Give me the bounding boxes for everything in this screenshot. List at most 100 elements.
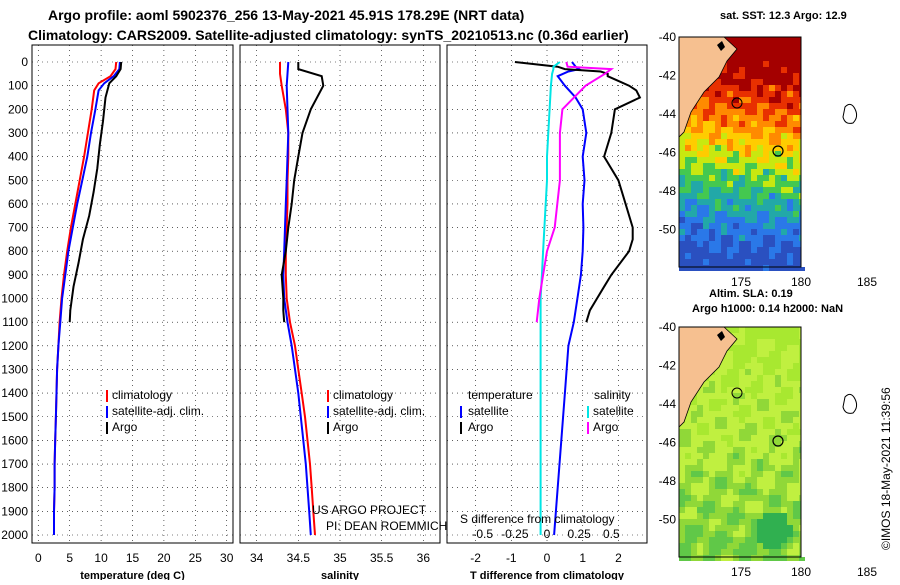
sst-map-cell	[751, 43, 757, 49]
imos-timestamp: ©IMOS 18-May-2021 11:39:56	[879, 387, 893, 550]
sst-map-cell	[793, 259, 799, 265]
sla-map-cell	[781, 489, 787, 495]
sla-map-cell	[787, 501, 793, 507]
x-axis-label: temperature (deg C)	[80, 570, 185, 580]
sla-map-cell	[775, 465, 781, 471]
sla-map-cell	[775, 513, 781, 519]
sst-map-cell	[733, 73, 739, 79]
sst-map-cell	[775, 253, 781, 259]
sla-map-cell	[739, 513, 745, 519]
sla-map-cell	[787, 345, 793, 351]
sst-map-cell	[709, 235, 715, 241]
sla-map-cell	[775, 351, 781, 357]
sst-map-cell	[793, 151, 799, 157]
sla-map-cell	[691, 411, 697, 417]
sla-map-cell	[727, 531, 733, 537]
sst-map-cell	[715, 91, 721, 97]
sla-map-cell	[757, 477, 763, 483]
sla-map-cell	[679, 543, 685, 549]
sla-map-cell	[769, 453, 775, 459]
sla-map-cell	[697, 543, 703, 549]
sla-map-cell	[709, 501, 715, 507]
sla-map-cell	[745, 477, 751, 483]
sst-map-cell	[781, 223, 787, 229]
sla-map-cell	[763, 387, 769, 393]
sst-map-cell	[763, 85, 769, 91]
sst-map-cell	[787, 169, 793, 175]
sst-map-cell	[787, 229, 793, 235]
sst-map-cell	[685, 265, 691, 271]
sst-map-cell	[745, 121, 751, 127]
sst-map-cell	[685, 235, 691, 241]
sla-map-cell	[757, 345, 763, 351]
sst-map-cell	[787, 97, 793, 103]
sst-map-cell	[793, 55, 799, 61]
sla-map-cell	[715, 483, 721, 489]
sla-map-cell	[775, 495, 781, 501]
sst-map-cell	[793, 79, 799, 85]
marker-circle	[731, 97, 743, 109]
map-y-tick: -44	[659, 107, 677, 121]
sst-map-cell	[745, 49, 751, 55]
sst-map-cell	[793, 103, 799, 109]
sla-map-cell	[787, 327, 793, 333]
sst-map-cell	[763, 259, 769, 265]
sst-map-cell	[745, 163, 751, 169]
sst-map-cell	[703, 193, 709, 199]
sla-map-cell	[763, 459, 769, 465]
sla-map-cell	[751, 375, 757, 381]
sla-map-cell	[697, 507, 703, 513]
sla-map-cell	[769, 375, 775, 381]
sla-map-cell	[745, 363, 751, 369]
sst-map-cell	[763, 205, 769, 211]
sst-map-cell	[787, 49, 793, 55]
sla-map-cell	[727, 411, 733, 417]
sla-map-cell	[787, 369, 793, 375]
sla-map-cell	[763, 381, 769, 387]
sla-map-cell	[703, 423, 709, 429]
sst-map-cell	[733, 163, 739, 169]
sst-map-cell	[733, 85, 739, 91]
sst-map-cell	[703, 151, 709, 157]
sst-map-cell	[781, 163, 787, 169]
sla-map-cell	[703, 507, 709, 513]
sst-map-cell	[721, 247, 727, 253]
sla-map-cell	[775, 477, 781, 483]
sla-map-cell	[769, 381, 775, 387]
sst-map-cell	[709, 247, 715, 253]
sst-map-cell	[727, 85, 733, 91]
sst-map-cell	[787, 187, 793, 193]
sla-map-cell	[715, 399, 721, 405]
x-axis-label: salinity	[321, 570, 360, 580]
sla-map-cell	[697, 519, 703, 525]
sla-map-cell	[733, 501, 739, 507]
sst-map-cell	[697, 163, 703, 169]
sst-map-cell	[763, 121, 769, 127]
sla-map-cell	[769, 447, 775, 453]
sst-map-cell	[721, 211, 727, 217]
sst-map-cell	[775, 247, 781, 253]
sst-map-cell	[715, 229, 721, 235]
sst-map-cell	[739, 133, 745, 139]
sla-map-cell	[769, 543, 775, 549]
sla-map-cell	[727, 393, 733, 399]
sla-map-cell	[781, 387, 787, 393]
sla-map-cell	[775, 555, 781, 561]
sst-map-cell	[739, 55, 745, 61]
sla-map-cell	[739, 435, 745, 441]
sst-map-cell	[769, 73, 775, 79]
sst-map-cell	[793, 187, 799, 193]
sst-map-cell	[751, 199, 757, 205]
sla-map-cell	[721, 531, 727, 537]
sla-map-cell	[751, 495, 757, 501]
sst-map-cell	[739, 91, 745, 97]
sst-map-cell	[709, 121, 715, 127]
sst-map-cell	[739, 61, 745, 67]
sla-map-cell	[703, 411, 709, 417]
sla-map-cell	[691, 399, 697, 405]
sla-map-cell	[715, 411, 721, 417]
sla-map-cell	[793, 483, 799, 489]
s-tick-label: 0	[544, 527, 551, 541]
sst-map-cell	[721, 169, 727, 175]
sla-map-cell	[775, 441, 781, 447]
